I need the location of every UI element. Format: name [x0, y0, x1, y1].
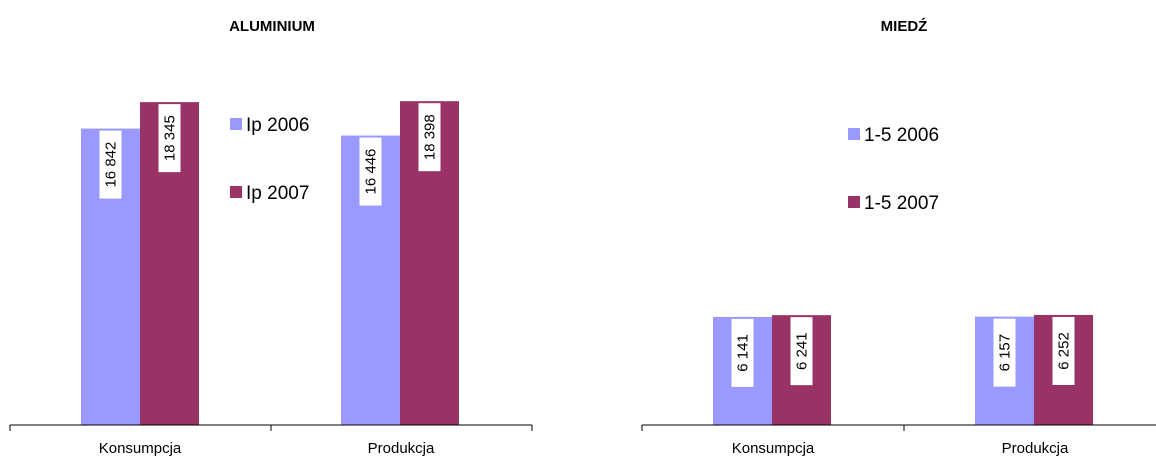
- legend-label-ip-2006: Ip 2006: [246, 115, 309, 136]
- x-tick-label-produkcja: Produkcja: [368, 440, 435, 457]
- data-label-box: [790, 317, 813, 386]
- data-label-ip-2007-konsumpcja: 18 345: [162, 115, 179, 161]
- legend-swatch-1-5-2006: [848, 128, 860, 140]
- chart-title-miedz: MIEDŹ: [881, 18, 928, 35]
- chart-title-aluminium: ALUMINIUM: [229, 18, 315, 35]
- x-tick-label-konsumpcja: Konsumpcja: [732, 440, 815, 457]
- legend-swatch-ip-2006: [230, 118, 242, 130]
- x-tick-label-konsumpcja: Konsumpcja: [99, 440, 182, 457]
- legend-miedz: 1-5 2006 1-5 2007: [848, 125, 939, 214]
- legend-swatch-ip-2007: [230, 186, 242, 198]
- data-label-1-5-2007-produkcja: 6 252: [1056, 332, 1073, 370]
- bars-miedz: 6 141 6 241 6 157 6 252: [713, 314, 1093, 425]
- data-label-box: [1052, 316, 1075, 385]
- chart-miedz: MIEDŹ 6 141 6 241 6 157 6 252 Konsumpcja Pr…: [641, 18, 1156, 457]
- data-label-1-5-2007-konsumpcja: 6 241: [794, 332, 811, 370]
- data-label-box: [418, 103, 441, 172]
- data-label-1-5-2006-produkcja: 6 157: [997, 334, 1014, 372]
- data-label-box: [99, 130, 122, 199]
- legend-aluminium: Ip 2006 Ip 2007: [230, 115, 309, 204]
- legend-swatch-1-5-2007: [848, 196, 860, 208]
- data-label-box: [731, 318, 754, 387]
- bars-aluminium: 16 842 18 345 16 446 18 398: [81, 101, 459, 426]
- legend-label-1-5-2007: 1-5 2007: [864, 193, 939, 214]
- data-label-ip-2006-konsumpcja: 16 842: [103, 142, 120, 188]
- data-label-1-5-2006-konsumpcja: 6 141: [735, 334, 752, 372]
- chart-aluminium: ALUMINIUM 16 842 18 345 16 446 18 398 Konsu…: [9, 18, 533, 457]
- data-label-box: [359, 137, 382, 206]
- data-label-box: [158, 104, 181, 173]
- data-label-ip-2007-produkcja: 18 398: [422, 114, 439, 160]
- legend-label-1-5-2006: 1-5 2006: [864, 125, 939, 146]
- x-tick-label-produkcja: Produkcja: [1002, 440, 1069, 457]
- data-label-box: [993, 318, 1016, 387]
- data-label-ip-2006-produkcja: 16 446: [363, 149, 380, 195]
- legend-label-ip-2007: Ip 2007: [246, 183, 309, 204]
